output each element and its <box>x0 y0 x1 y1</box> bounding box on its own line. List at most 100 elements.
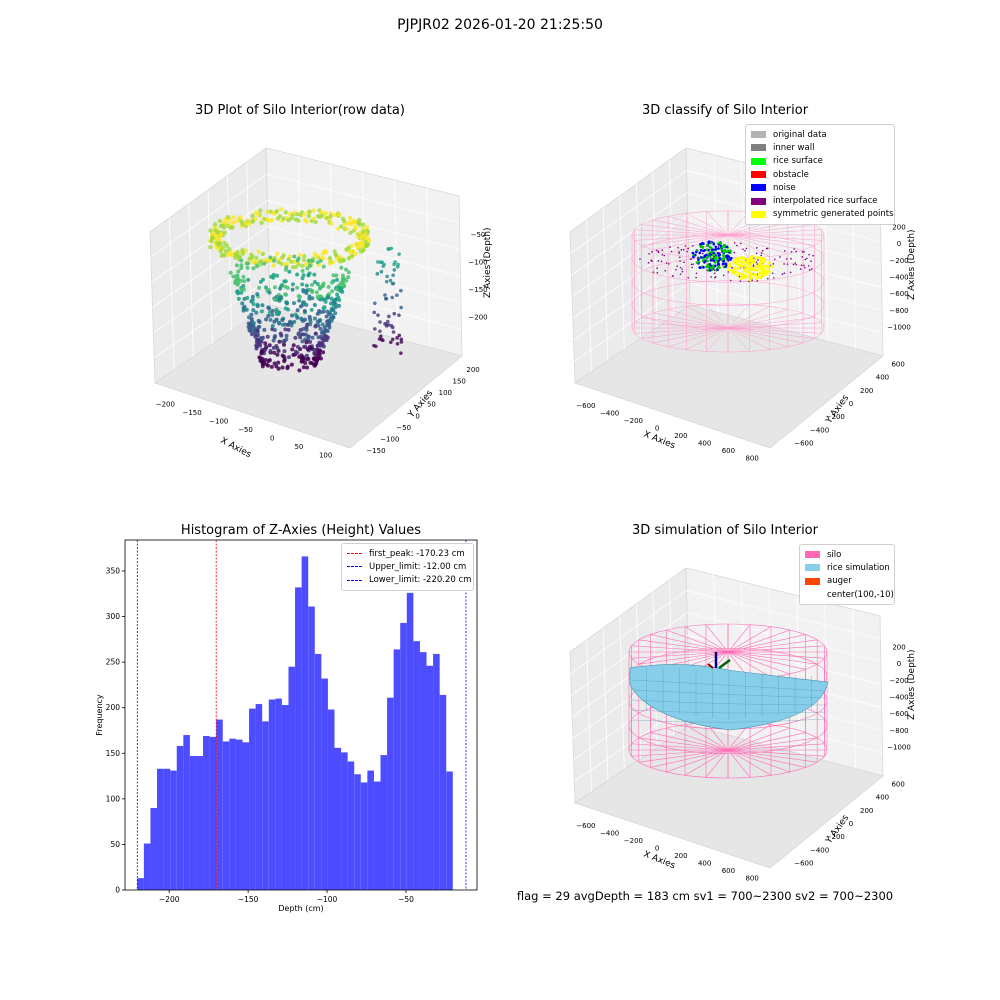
silo-spoke <box>727 727 790 751</box>
data-point <box>300 282 305 287</box>
panel1-gridlines <box>150 155 462 371</box>
tick-label: −200 <box>624 837 643 845</box>
legend-item-rice-surface: rice surface <box>751 155 889 168</box>
data-point <box>261 361 266 366</box>
interpolated-point <box>736 244 738 247</box>
data-point <box>336 212 342 217</box>
interpolated-point <box>808 253 810 256</box>
rice-point <box>714 247 718 251</box>
data-point <box>281 216 286 221</box>
tick-label: 150 <box>453 377 466 385</box>
data-point <box>397 252 401 256</box>
legend-item-center: center(100,-10) <box>805 588 894 601</box>
panel4-gridlines <box>570 574 883 792</box>
rice-point <box>716 251 720 255</box>
interpolated-point <box>689 258 692 260</box>
panel4-tick-labels: −600−400−2000200400600800−600−400−200020… <box>576 643 911 882</box>
interpolated-point <box>647 262 650 264</box>
histogram-x-label: Depth (cm) <box>278 904 323 913</box>
symmetric-point <box>758 264 762 267</box>
data-point <box>254 310 259 315</box>
symmetric-point <box>760 261 763 265</box>
data-point <box>271 338 276 343</box>
interpolated-point <box>639 258 641 260</box>
rice-point <box>707 241 711 245</box>
symmetric-point <box>754 273 758 276</box>
interpolated-point <box>710 276 713 278</box>
data-point <box>256 340 261 345</box>
interpolated-point <box>812 254 814 257</box>
data-point <box>301 273 306 278</box>
symmetric-point <box>746 261 750 265</box>
rice-point <box>712 251 716 255</box>
silo-spoke <box>650 732 729 751</box>
data-point <box>236 296 241 301</box>
data-point <box>269 217 275 223</box>
symmetric-point <box>738 264 742 268</box>
silo-spoke <box>631 743 729 751</box>
silo-spoke <box>727 327 815 339</box>
silo-spoke <box>641 317 729 329</box>
data-point <box>240 301 245 306</box>
tick-label: 200 <box>466 366 479 374</box>
data-point <box>282 342 287 347</box>
tick-label: 0 <box>415 412 419 420</box>
data-point <box>292 301 297 306</box>
silo-spoke <box>727 322 822 329</box>
interpolated-point <box>677 246 679 249</box>
silo-spoke <box>727 626 772 653</box>
interpolated-point <box>781 273 784 276</box>
silo-hoop <box>631 280 825 329</box>
data-point <box>318 356 323 361</box>
symmetric-point <box>756 274 759 278</box>
data-point <box>385 319 390 324</box>
data-point <box>332 300 337 305</box>
data-point <box>276 259 281 265</box>
data-point <box>295 314 300 319</box>
data-point <box>249 316 254 321</box>
data-point <box>304 219 309 224</box>
data-point <box>268 317 273 322</box>
tick-label: 800 <box>745 874 758 882</box>
legend-item-rice-simulation: rice simulation <box>805 561 890 574</box>
rice-point <box>712 265 715 269</box>
interpolated-point <box>757 259 759 261</box>
data-point <box>289 259 294 264</box>
data-point <box>291 352 296 357</box>
interpolated-point <box>695 272 698 275</box>
symmetric-point <box>751 260 755 264</box>
rice-point <box>706 269 710 272</box>
interpolated-point <box>766 277 769 280</box>
data-point <box>386 247 391 251</box>
histogram-bar <box>360 782 368 890</box>
symmetric-point <box>740 261 744 265</box>
interpolated-point <box>661 253 664 256</box>
interpolated-point <box>744 250 746 252</box>
data-point <box>286 256 291 262</box>
tick-label: −600 <box>794 859 813 867</box>
data-point <box>287 269 292 274</box>
interpolated-point <box>656 249 658 252</box>
interpolated-point <box>679 273 682 275</box>
silo-spoke <box>727 229 822 236</box>
grid-line <box>688 259 883 311</box>
legend-swatch-icon <box>751 144 766 152</box>
data-point <box>290 287 295 292</box>
data-point <box>250 259 255 265</box>
data-point <box>339 224 344 229</box>
rice-point <box>701 246 705 249</box>
grid-line <box>686 590 881 640</box>
data-point <box>215 246 221 251</box>
data-point <box>349 253 355 259</box>
interpolated-point <box>669 246 671 248</box>
data-point <box>310 361 315 366</box>
silo-spoke <box>727 651 806 670</box>
data-point <box>231 274 236 279</box>
data-point <box>295 308 300 313</box>
interpolated-point <box>727 271 730 273</box>
interpolated-point <box>738 275 741 278</box>
silo-spoke <box>727 749 751 778</box>
rice-point <box>724 262 727 265</box>
silo-spoke <box>727 306 770 329</box>
data-point <box>321 309 326 314</box>
